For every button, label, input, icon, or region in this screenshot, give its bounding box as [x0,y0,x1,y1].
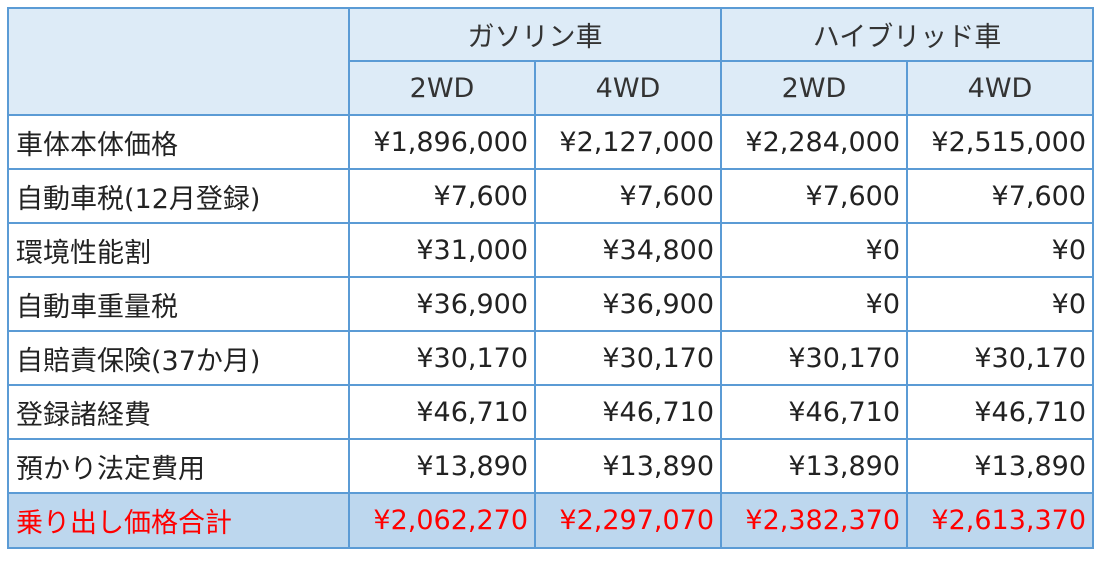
row-value: ¥34,800 [534,222,722,278]
row-value: ¥2,284,000 [720,114,908,170]
subheader-hybrid-2wd: 2WD [720,60,908,116]
total-label: 乗り出し価格合計 [7,492,350,549]
row-value: ¥46,710 [906,384,1094,440]
table-body: 車体本体価格 ¥1,896,000 ¥2,127,000 ¥2,284,000 … [7,114,1094,549]
subheader-gasoline-2wd: 2WD [348,60,536,116]
price-comparison-table: ガソリン車 ハイブリッド車 2WD 4WD 2WD 4WD 車体本体価格 ¥1,… [7,7,1094,549]
header-gasoline: ガソリン車 [348,7,722,62]
row-value: ¥13,890 [906,438,1094,494]
row-label: 自賠責保険(37か月) [7,330,350,386]
row-value: ¥0 [906,276,1094,332]
row-value: ¥30,170 [348,330,536,386]
row-label: 車体本体価格 [7,114,350,170]
subheader-hybrid-4wd: 4WD [906,60,1094,116]
total-value: ¥2,297,070 [534,492,722,549]
row-value: ¥7,600 [348,168,536,224]
table-row: 登録諸経費 ¥46,710 ¥46,710 ¥46,710 ¥46,710 [7,384,1094,440]
table-row: 自動車重量税 ¥36,900 ¥36,900 ¥0 ¥0 [7,276,1094,332]
row-value: ¥46,710 [534,384,722,440]
row-value: ¥36,900 [534,276,722,332]
row-value: ¥46,710 [348,384,536,440]
row-label: 自動車重量税 [7,276,350,332]
table-header: ガソリン車 ハイブリッド車 2WD 4WD 2WD 4WD [7,7,1094,116]
row-label: 登録諸経費 [7,384,350,440]
row-value: ¥2,127,000 [534,114,722,170]
row-value: ¥30,170 [534,330,722,386]
table-row: 環境性能割 ¥31,000 ¥34,800 ¥0 ¥0 [7,222,1094,278]
header-subheader-row: 2WD 4WD 2WD 4WD [8,60,1094,116]
row-value: ¥46,710 [720,384,908,440]
row-label: 環境性能割 [7,222,350,278]
row-value: ¥7,600 [720,168,908,224]
table-row: 自動車税(12月登録) ¥7,600 ¥7,600 ¥7,600 ¥7,600 [7,168,1094,224]
total-row: 乗り出し価格合計 ¥2,062,270 ¥2,297,070 ¥2,382,37… [7,492,1094,549]
row-value: ¥13,890 [720,438,908,494]
total-value: ¥2,613,370 [906,492,1094,549]
row-value: ¥7,600 [534,168,722,224]
row-label: 預かり法定費用 [7,438,350,494]
row-value: ¥36,900 [348,276,536,332]
total-value: ¥2,382,370 [720,492,908,549]
table-row: 預かり法定費用 ¥13,890 ¥13,890 ¥13,890 ¥13,890 [7,438,1094,494]
table-row: 自賠責保険(37か月) ¥30,170 ¥30,170 ¥30,170 ¥30,… [7,330,1094,386]
row-value: ¥0 [906,222,1094,278]
row-value: ¥30,170 [720,330,908,386]
row-value: ¥13,890 [534,438,722,494]
total-value: ¥2,062,270 [348,492,536,549]
table-row: 車体本体価格 ¥1,896,000 ¥2,127,000 ¥2,284,000 … [7,114,1094,170]
subheader-gasoline-4wd: 4WD [534,60,722,116]
row-value: ¥31,000 [348,222,536,278]
header-corner-cell [7,7,350,116]
row-value: ¥7,600 [906,168,1094,224]
row-value: ¥30,170 [906,330,1094,386]
header-hybrid: ハイブリッド車 [720,7,1094,62]
row-value: ¥0 [720,222,908,278]
row-value: ¥2,515,000 [906,114,1094,170]
row-value: ¥0 [720,276,908,332]
row-label: 自動車税(12月登録) [7,168,350,224]
row-value: ¥13,890 [348,438,536,494]
header-group-row: ガソリン車 ハイブリッド車 [7,7,1094,116]
row-value: ¥1,896,000 [348,114,536,170]
